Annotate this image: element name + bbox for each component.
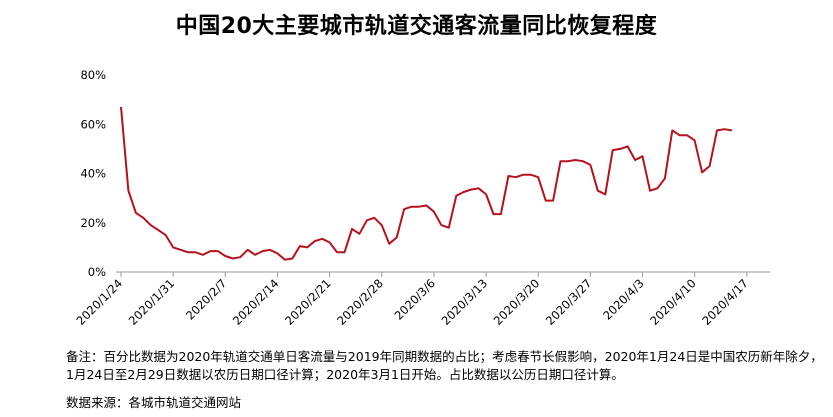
x-tick-label: 2020/4/17	[699, 276, 751, 328]
x-tick-label: 2020/4/10	[647, 276, 699, 328]
y-tick-label: 0%	[88, 265, 106, 279]
x-tick-label: 2020/3/6	[392, 276, 438, 322]
y-tick-label: 40%	[80, 167, 106, 181]
x-tick-label: 2020/2/28	[334, 276, 386, 328]
x-axis: 2020/1/24 2020/1/31 2020/2/7 2020/2/14 2020/…	[74, 271, 770, 328]
y-tick-label: 80%	[80, 68, 106, 82]
x-tick-label: 2020/1/31	[126, 276, 178, 328]
x-tick-label: 2020/3/13	[439, 276, 491, 328]
chart-title: 中国20大主要城市轨道交通客流量同比恢复程度	[175, 14, 658, 39]
x-tick-label: 2020/2/7	[183, 276, 229, 322]
y-axis: 0% 20% 40% 60% 80%	[80, 68, 106, 279]
y-tick-label: 60%	[80, 117, 106, 131]
footnote: 备注：百分比数据为2020年轨道交通单日客流量与2019年同期数据的占比；考虑春…	[66, 349, 823, 382]
x-tick-label: 2020/1/24	[74, 276, 126, 328]
series-line	[120, 106, 733, 261]
y-tick-label: 20%	[80, 216, 106, 230]
x-tick-label: 2020/3/27	[543, 276, 595, 328]
data-source: 数据来源：各城市轨道交通网站	[66, 395, 242, 410]
x-tick-label: 2020/3/20	[491, 276, 543, 328]
x-tick-label: 2020/4/3	[600, 276, 646, 322]
x-tick-label: 2020/2/14	[230, 276, 282, 328]
series-group	[120, 106, 733, 261]
x-tick-label: 2020/2/21	[282, 276, 334, 328]
